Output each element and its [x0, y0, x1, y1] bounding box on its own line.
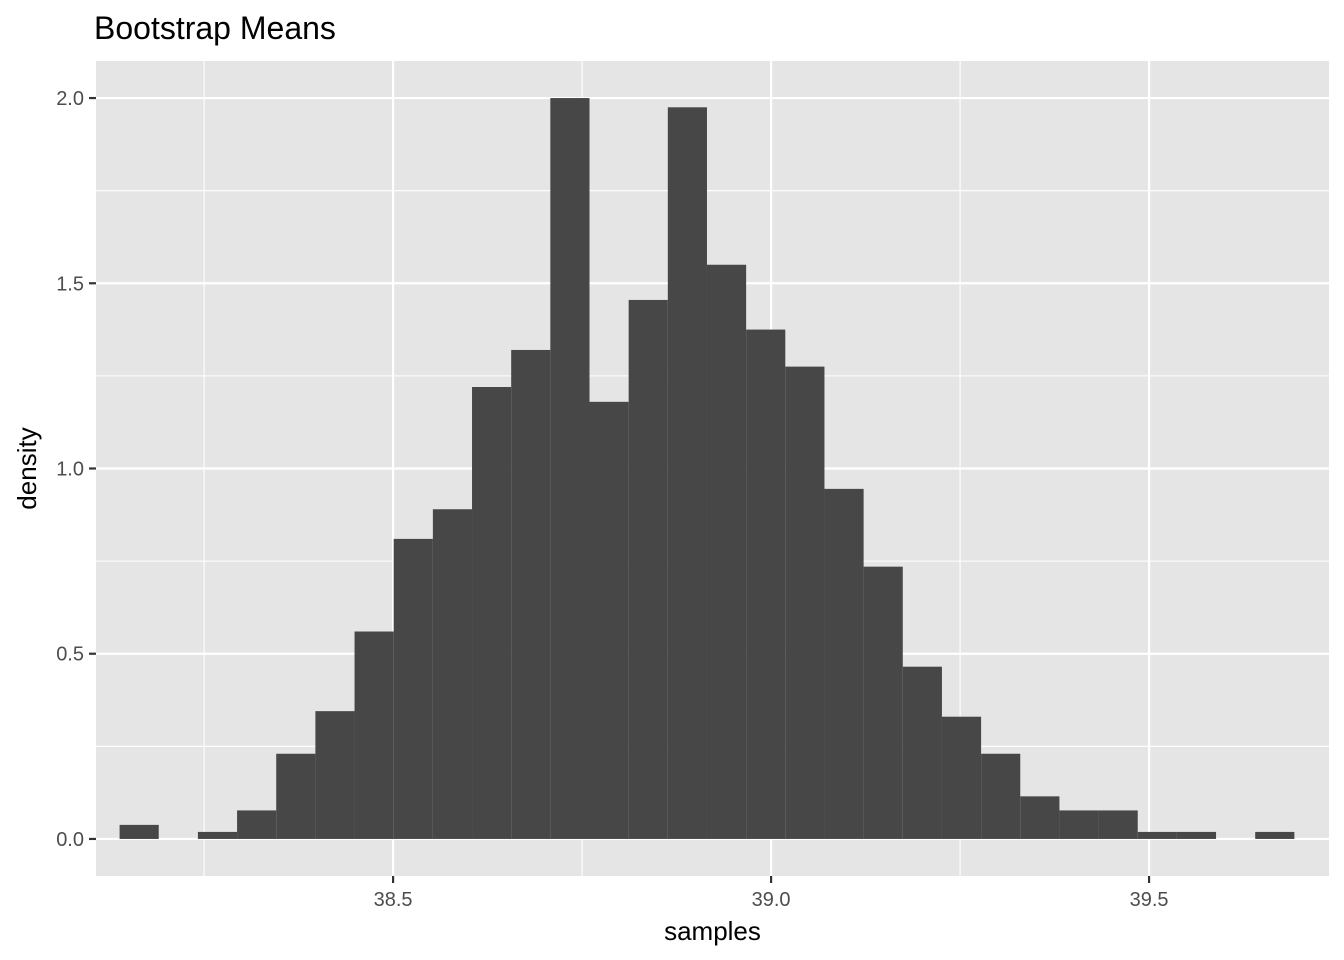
histogram-bar	[902, 666, 942, 839]
y-axis-title: density	[12, 427, 42, 509]
histogram-bar	[706, 264, 747, 839]
y-tick-label: 2.0	[56, 88, 84, 110]
x-tick-label: 39.5	[1130, 889, 1169, 911]
histogram-bar	[511, 349, 551, 839]
histogram-bar	[863, 566, 903, 839]
histogram-bar	[941, 716, 982, 839]
y-axis: 0.0 0.5 1.0 1.5 2.0	[56, 88, 96, 851]
histogram-bar	[628, 299, 668, 839]
x-tick-label: 38.5	[374, 889, 413, 911]
histogram-bar	[472, 387, 512, 839]
histogram-bar	[981, 753, 1021, 839]
histogram-bar	[237, 810, 277, 839]
histogram-bar	[824, 488, 864, 839]
histogram-bar	[1176, 831, 1217, 839]
histogram-bars	[119, 98, 1295, 839]
y-tick-label: 0.0	[56, 829, 84, 851]
histogram-bar	[550, 98, 590, 839]
histogram-bar	[1098, 810, 1138, 839]
histogram-bar	[785, 366, 825, 839]
chart-title: Bootstrap Means	[94, 10, 336, 46]
histogram-bar	[197, 831, 238, 839]
y-tick-label: 0.5	[56, 644, 84, 666]
x-tick-label: 39.0	[752, 889, 791, 911]
y-tick-label: 1.5	[56, 273, 84, 295]
histogram-bar	[119, 824, 159, 839]
histogram-bar	[393, 538, 433, 839]
histogram-bar	[746, 329, 786, 839]
histogram-bar	[432, 509, 473, 839]
y-tick-label: 1.0	[56, 459, 84, 481]
histogram-bar	[667, 107, 707, 839]
x-axis: 38.5 39.0 39.5	[374, 876, 1169, 911]
x-axis-title: samples	[664, 916, 761, 946]
histogram-bar	[1020, 796, 1060, 839]
histogram-bar	[1137, 831, 1177, 839]
histogram-bar	[1255, 831, 1295, 839]
histogram-bar	[354, 631, 394, 839]
histogram-bar	[315, 711, 355, 839]
histogram-bar	[589, 401, 629, 839]
histogram-bar	[1059, 810, 1099, 839]
histogram-bar	[276, 753, 316, 839]
